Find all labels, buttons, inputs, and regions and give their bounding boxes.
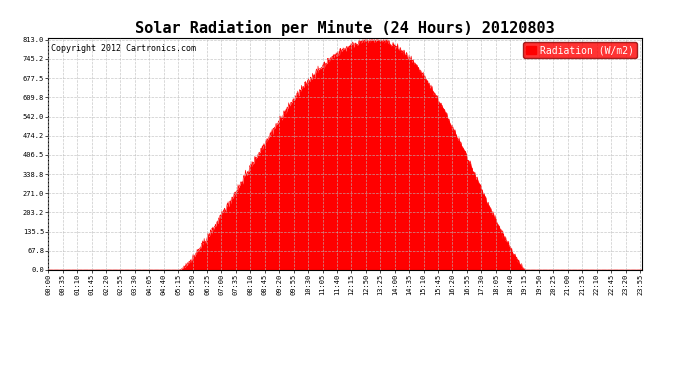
Text: Copyright 2012 Cartronics.com: Copyright 2012 Cartronics.com	[51, 45, 196, 54]
Title: Solar Radiation per Minute (24 Hours) 20120803: Solar Radiation per Minute (24 Hours) 20…	[135, 20, 555, 36]
Legend: Radiation (W/m2): Radiation (W/m2)	[524, 42, 637, 58]
